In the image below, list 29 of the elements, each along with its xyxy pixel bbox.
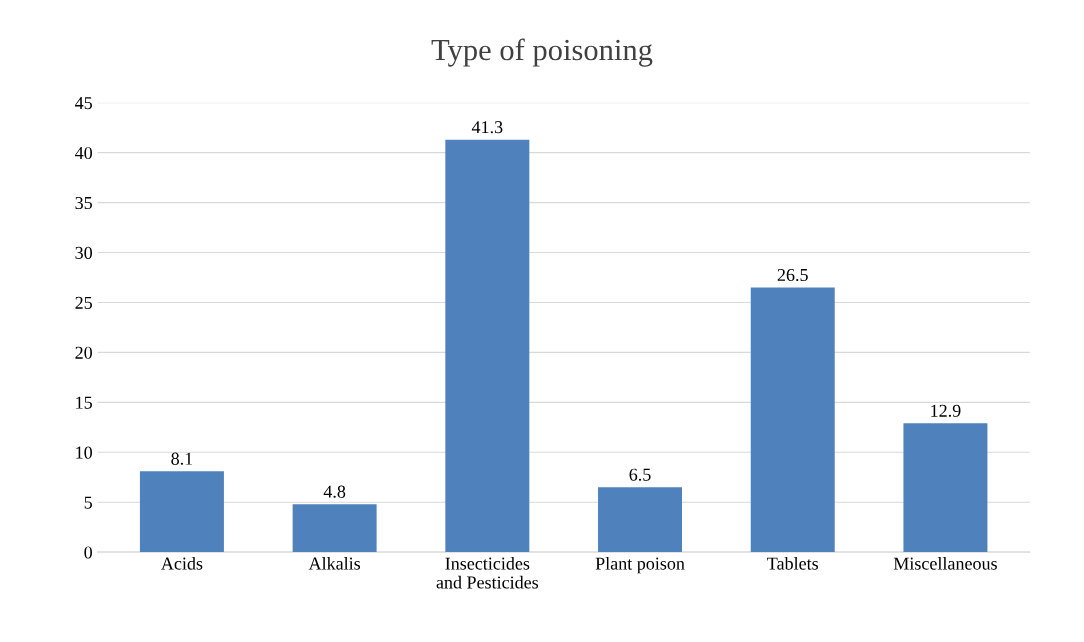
data-label: 12.9	[931, 404, 961, 417]
bar	[903, 423, 988, 553]
data-label: 4.8	[323, 485, 346, 498]
data-label: 26.5	[777, 268, 808, 282]
data-label: 8.1	[171, 452, 193, 465]
y-tick-label: 25	[75, 296, 92, 309]
x-tick-label: Acids	[161, 556, 203, 570]
x-tick-label: Alkalis	[308, 556, 361, 570]
y-tick-label: 20	[75, 346, 93, 359]
y-tick-label: 30	[75, 246, 93, 259]
y-tick-label: 10	[76, 446, 93, 459]
bar	[292, 504, 377, 553]
data-label: 6.5	[629, 468, 651, 481]
bar	[139, 471, 224, 553]
y-tick-label: 15	[76, 396, 92, 409]
x-tick-label: Insecticides and Pesticides	[436, 556, 539, 589]
y-tick-label: 45	[75, 97, 92, 110]
bar	[750, 287, 835, 553]
x-tick-label: Tablets	[767, 556, 819, 570]
y-tick-label: 40	[75, 146, 93, 160]
y-tick-label: 35	[75, 196, 92, 210]
chart-title: Type of poisoning	[431, 38, 653, 67]
bar	[598, 487, 683, 553]
x-tick-label: Miscellaneous	[893, 556, 997, 570]
x-tick-label: Plant poison	[595, 556, 685, 574]
y-tick-label: 0	[84, 546, 93, 559]
data-label: 41.3	[471, 121, 503, 134]
bar	[445, 139, 530, 553]
y-tick-label: 5	[84, 496, 92, 509]
